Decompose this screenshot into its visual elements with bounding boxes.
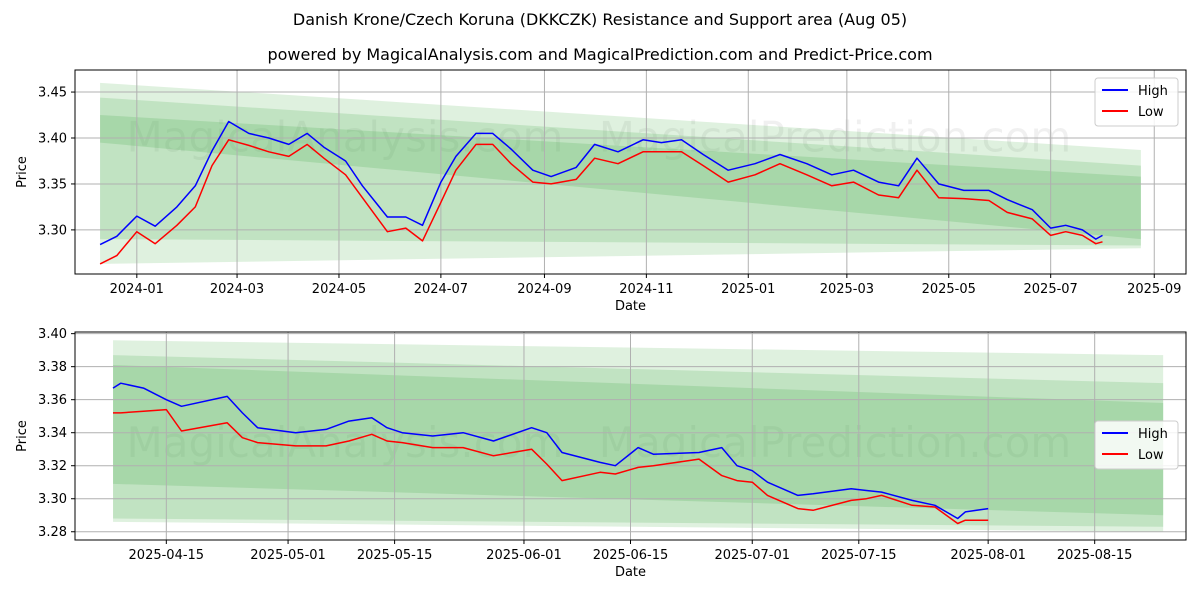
legend: High Low [1094, 420, 1179, 470]
x-tick-label: 2025-07 [1024, 282, 1078, 297]
y-tick-label: 3.38 [38, 360, 67, 375]
x-tick-label: 2024-03 [210, 282, 264, 297]
y-tick-label: 3.36 [38, 393, 67, 408]
resistance-support-band [100, 82, 1141, 264]
y-tick-label: 3.45 [38, 86, 67, 101]
legend-label-high: High [1138, 84, 1168, 99]
x-tick-label: 2025-01 [721, 282, 775, 297]
chart-panel-2: MagicalAnalysis.com MagicalPrediction.com… [15, 327, 1187, 580]
x-tick-label: 2025-07-01 [714, 548, 790, 563]
chart-title: Danish Krone/Czech Koruna (DKKCZK) Resis… [292, 10, 908, 29]
y-tick-label: 3.40 [38, 132, 67, 147]
y-tick-label: 3.34 [38, 426, 67, 441]
x-tick-label: 2025-03 [820, 282, 874, 297]
legend-label-low: Low [1138, 448, 1164, 463]
series-line-high [99, 120, 1103, 246]
y-axis-label: Price [15, 420, 30, 452]
watermark-text: MagicalPrediction.com [599, 113, 1072, 162]
resistance-support-band [113, 340, 1164, 532]
x-axis-label: Date [615, 299, 646, 314]
x-tick-label: 2024-01 [110, 282, 164, 297]
y-tick-label: 3.30 [38, 223, 67, 238]
x-axis-label: Date [615, 565, 646, 580]
y-tick-label: 3.40 [38, 327, 67, 342]
y-axis-label: Price [15, 156, 30, 188]
resistance-support-band [113, 355, 1164, 527]
watermark-text: MagicalAnalysis.com [127, 113, 564, 162]
x-tick-label: 2025-09 [1127, 282, 1181, 297]
x-tick-label: 2025-05-15 [357, 548, 433, 563]
x-tick-label: 2025-06-01 [486, 548, 562, 563]
chart-subtitle: powered by MagicalAnalysis.com and Magic… [267, 45, 933, 64]
watermark-text: MagicalPrediction.com [599, 418, 1072, 467]
x-tick-label: 2024-07 [414, 282, 468, 297]
series-line-low [99, 139, 1103, 265]
y-tick-label: 3.28 [38, 525, 67, 540]
y-tick-label: 3.35 [38, 177, 67, 192]
x-tick-label: 2025-04-15 [129, 548, 205, 563]
resistance-support-band [100, 97, 1141, 246]
resistance-support-band [113, 365, 1164, 516]
x-tick-label: 2025-08-15 [1057, 548, 1133, 563]
y-tick-label: 3.30 [38, 492, 67, 507]
legend-label-high: High [1138, 427, 1168, 442]
x-tick-label: 2024-11 [619, 282, 673, 297]
resistance-support-band [100, 115, 1141, 240]
x-tick-label: 2025-05 [922, 282, 976, 297]
x-tick-label: 2025-07-15 [821, 548, 897, 563]
legend: High Low [1094, 77, 1179, 127]
legend-label-low: Low [1138, 105, 1164, 120]
series-line-high [112, 382, 989, 520]
plot-frame [74, 331, 1187, 541]
x-tick-label: 2024-09 [517, 282, 571, 297]
x-tick-label: 2024-05 [312, 282, 366, 297]
x-tick-label: 2025-05-01 [250, 548, 326, 563]
x-tick-label: 2025-06-15 [593, 548, 669, 563]
chart-panel-1: MagicalAnalysis.com MagicalPrediction.com… [15, 69, 1187, 314]
x-tick-label: 2025-08-01 [950, 548, 1026, 563]
y-tick-label: 3.32 [38, 459, 67, 474]
plot-frame [74, 69, 1187, 275]
series-line-low [113, 408, 989, 525]
